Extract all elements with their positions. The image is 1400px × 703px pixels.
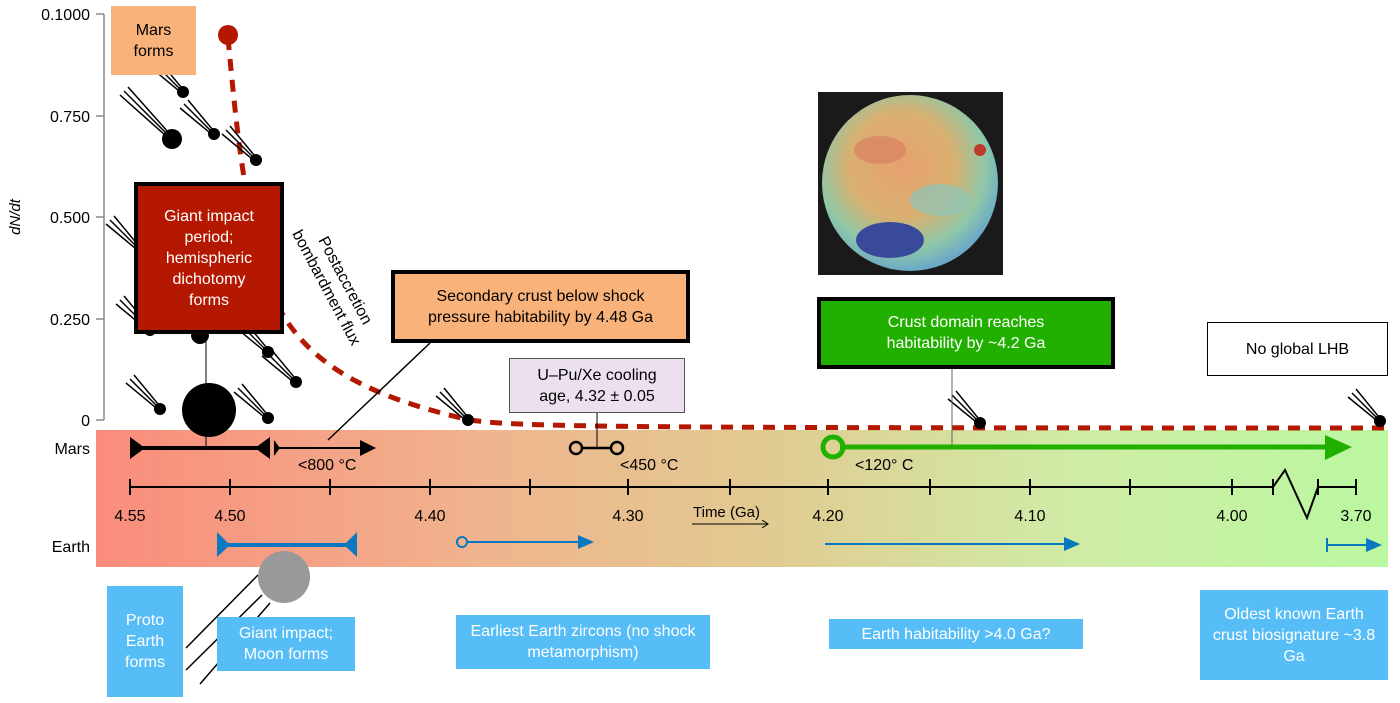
y-tick-label: 0.750 [50,109,90,126]
mars-800-arrow [274,440,376,456]
mars-giant-impact-range [130,437,270,459]
time-axis-label: Time (Ga) [693,504,760,521]
time-tick-label: 4.30 [612,508,643,525]
axis-break [1272,468,1319,521]
time-direction-arrow [692,519,769,529]
giant-impactor [182,383,236,437]
y-tick-label: 0.1000 [41,7,90,24]
flux-start-dot [218,25,238,45]
y-axis [96,13,105,421]
time-tick-label: 4.40 [414,508,445,525]
temp-450: <450 °C [620,457,678,474]
temp-800: <800 °C [298,457,356,474]
cooling-age-range [568,440,625,456]
mars-globe-image [818,92,1003,275]
earth-biosignature-arrow [1326,538,1382,552]
zircons-box: Earliest Earth zircons (no shock metamor… [456,615,710,669]
y-tick-label: 0.500 [50,210,90,227]
mars-120-arrow [820,434,1352,460]
row-label-earth: Earth [52,539,90,556]
biosignature-box: Oldest known Earth crust biosignature ~3… [1200,590,1388,680]
no-lhb-box: No global LHB [1207,322,1388,376]
leader-line [327,342,431,441]
crust-domain-box: Crust domain reaches habitability by ~4.… [817,297,1115,369]
cooling-age-box: U–Pu/Xe cooling age, 4.32 ± 0.05 [509,358,685,413]
time-tick-label: 3.70 [1340,508,1371,525]
impactor-icon [221,125,262,166]
time-tick-label: 4.10 [1014,508,1045,525]
earth-giant-impact-range [217,532,357,557]
y-tick-label: 0.250 [50,312,90,329]
time-tick-label: 4.20 [812,508,843,525]
time-axis [129,468,1357,521]
time-tick-label: 4.00 [1216,508,1247,525]
impactor-icon [947,390,986,429]
giant-impact-box: Giant impact period; hemispheric dichoto… [134,182,284,334]
curve-label: Postaccretionbombardment flux [288,218,381,348]
impactor-icon [179,99,220,140]
impactor-icon [125,374,166,415]
secondary-crust-box: Secondary crust below shock pressure hab… [391,270,690,343]
moon-forms-box: Giant impact; Moon forms [217,617,355,671]
y-tick-label: 0 [81,413,90,430]
time-tick-label: 4.50 [214,508,245,525]
time-tick-label: 4.55 [114,508,145,525]
earth-habitability-box: Earth habitability >4.0 Ga? [829,619,1083,649]
impactor-icon [1347,388,1386,427]
impactor-icon [435,387,474,426]
mars-forms-box: Mars forms [111,6,196,75]
earth-habitability-arrow [825,537,1080,551]
earth-zircon-arrow [456,535,594,549]
impactor-icon [119,86,182,149]
row-label-mars: Mars [54,441,90,458]
proto-earth-box: Proto Earth forms [107,586,183,697]
impactor-icon [233,383,274,424]
impactor-icon [261,347,302,388]
temp-120: <120° C [855,457,913,474]
y-axis-label: dN/dt [7,198,24,235]
